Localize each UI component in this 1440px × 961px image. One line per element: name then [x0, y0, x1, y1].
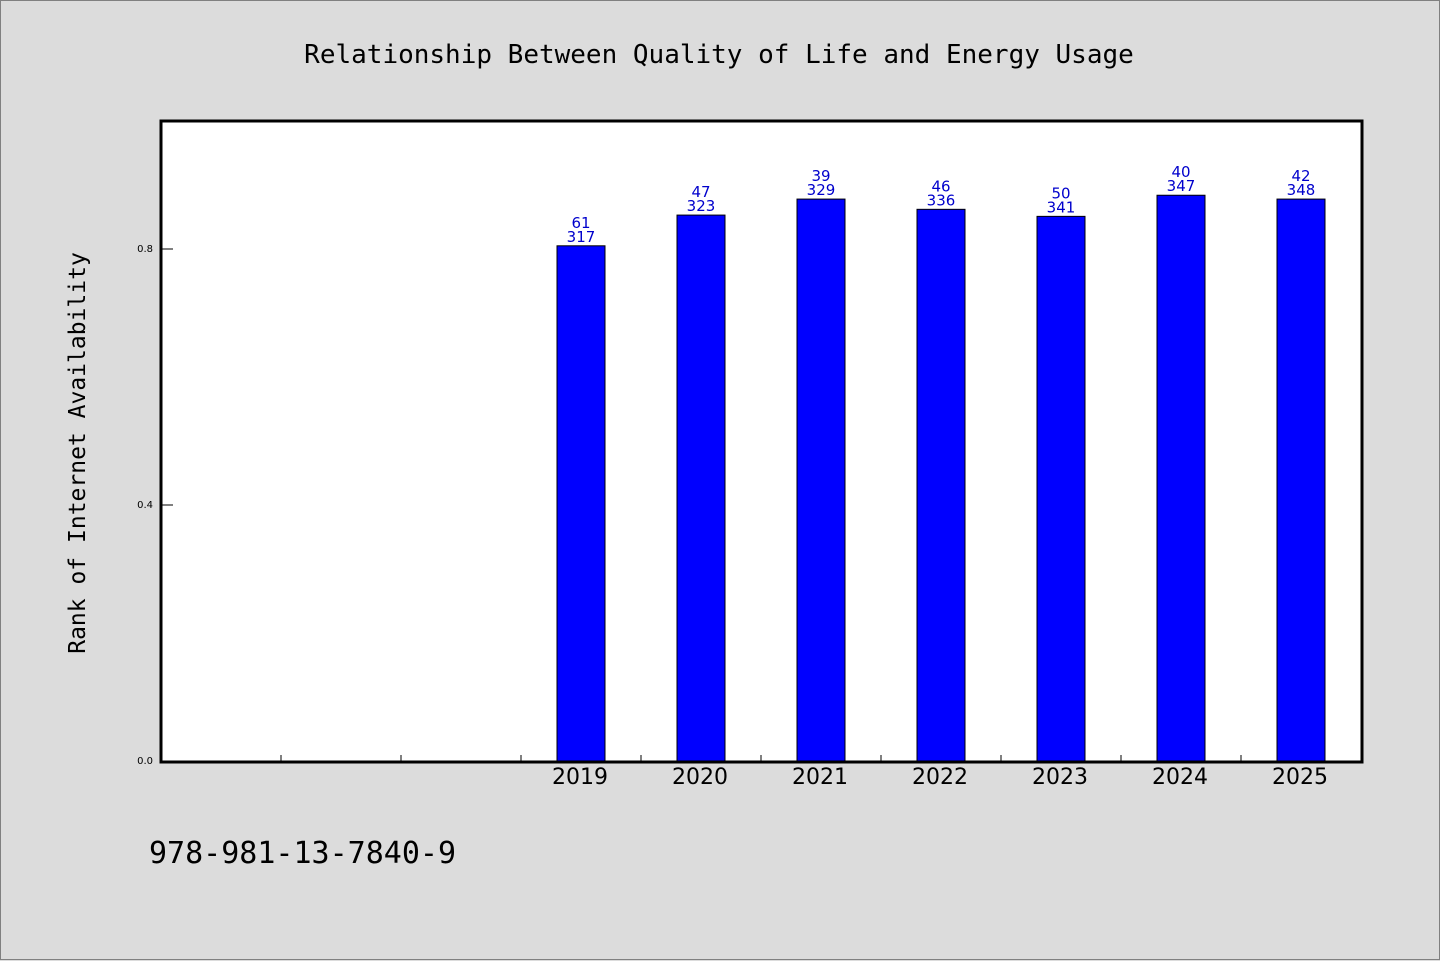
chart-title: Relationship Between Quality of Life and… — [304, 40, 1134, 70]
x-tick-label: 2025 — [1272, 765, 1328, 790]
data-label-top: 42 — [1291, 167, 1310, 185]
data-label-top: 61 — [571, 214, 590, 232]
data-label-top: 39 — [811, 167, 830, 185]
bar — [1036, 215, 1086, 762]
y-tick-label: 0.4 — [137, 500, 153, 511]
data-label-top: 50 — [1051, 184, 1070, 202]
x-axis: 2019 2020 2021 2022 2023 2024 2025 — [280, 755, 1328, 790]
data-label-bottom: 347 — [1167, 177, 1196, 195]
bar — [676, 214, 726, 762]
data-label-bottom: 341 — [1047, 198, 1076, 216]
data-label-bottom: 323 — [687, 197, 716, 215]
bar — [1156, 194, 1206, 762]
bar — [796, 198, 846, 762]
y-axis: 0.0 0.4 0.8 — [137, 244, 173, 767]
footnote-isbn: 978-981-13-7840-9 — [149, 836, 456, 871]
bar — [916, 208, 966, 762]
data-label-bottom: 348 — [1287, 181, 1316, 199]
x-tick-label: 2019 — [552, 765, 608, 790]
x-tick-label: 2023 — [1032, 765, 1088, 790]
data-label-bottom: 336 — [927, 191, 956, 209]
data-label-bottom: 329 — [807, 181, 836, 199]
data-label-top: 46 — [931, 177, 950, 195]
data-label-top: 40 — [1171, 163, 1190, 181]
data-label-top: 47 — [691, 183, 710, 201]
x-tick-label: 2021 — [792, 765, 848, 790]
y-tick-label: 0.0 — [137, 756, 153, 767]
x-tick-label: 2020 — [672, 765, 728, 790]
bar — [556, 245, 606, 762]
x-tick-label: 2024 — [1152, 765, 1208, 790]
bar — [1276, 198, 1326, 762]
y-tick-label: 0.8 — [137, 244, 153, 255]
y-axis-label: Rank of Internet Availability — [65, 252, 91, 654]
data-label-bottom: 317 — [567, 228, 596, 246]
bars-layer — [556, 194, 1326, 762]
x-tick-label: 2022 — [912, 765, 968, 790]
